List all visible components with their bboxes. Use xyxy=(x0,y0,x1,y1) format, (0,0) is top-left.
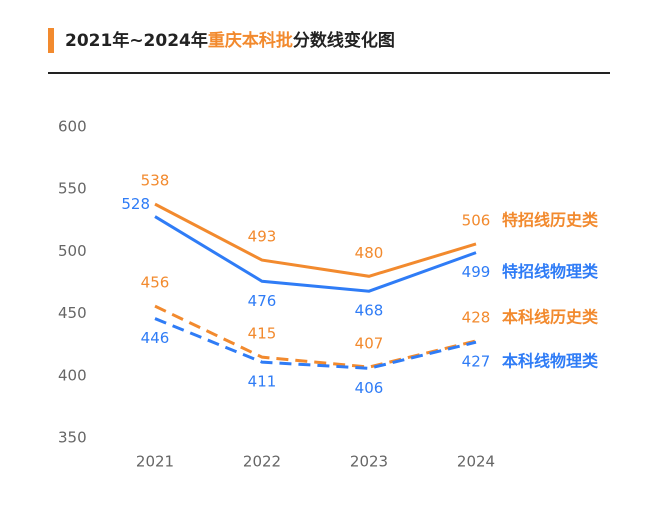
value-label: 476 xyxy=(248,292,277,310)
y-tick-label: 400 xyxy=(58,366,87,384)
value-label: 456 xyxy=(141,274,170,292)
value-label: 506 xyxy=(462,211,491,229)
y-tick-label: 550 xyxy=(58,180,87,198)
legend-label: 特招线物理类 xyxy=(502,262,599,281)
title-marker xyxy=(48,28,54,53)
value-label: 528 xyxy=(121,195,150,213)
legend-label: 特招线历史类 xyxy=(502,210,599,229)
legend-label: 本科线物理类 xyxy=(502,352,599,371)
series-line xyxy=(154,215,477,293)
x-tick-label: 2024 xyxy=(457,453,495,471)
value-label: 406 xyxy=(355,379,384,397)
value-label: 493 xyxy=(248,228,277,246)
value-label: 468 xyxy=(355,302,384,320)
title-part: 分数线变化图 xyxy=(293,30,395,51)
series-line xyxy=(154,304,477,369)
x-tick-label: 2022 xyxy=(243,453,281,471)
y-tick-label: 450 xyxy=(58,304,87,322)
value-label: 428 xyxy=(462,308,491,326)
y-tick-label: 600 xyxy=(58,118,87,136)
y-tick-label: 500 xyxy=(58,242,87,260)
series-line xyxy=(154,202,477,278)
chart-title: 2021年~2024年重庆本科批分数线变化图 xyxy=(65,30,395,51)
value-label: 427 xyxy=(462,353,491,371)
series-line xyxy=(154,317,477,370)
title-part: 2021年~2024年 xyxy=(65,30,208,51)
value-label: 538 xyxy=(141,172,170,190)
value-label: 480 xyxy=(355,244,384,262)
title-part: 重庆本科批 xyxy=(208,30,293,51)
x-tick-label: 2021 xyxy=(136,453,174,471)
legend-label: 本科线历史类 xyxy=(502,307,599,326)
value-label: 446 xyxy=(141,329,170,347)
x-tick-label: 2023 xyxy=(350,453,388,471)
y-tick-label: 350 xyxy=(58,429,87,447)
value-label: 407 xyxy=(355,335,384,353)
value-label: 411 xyxy=(248,373,277,391)
value-label: 499 xyxy=(462,263,491,281)
value-label: 415 xyxy=(248,325,277,343)
